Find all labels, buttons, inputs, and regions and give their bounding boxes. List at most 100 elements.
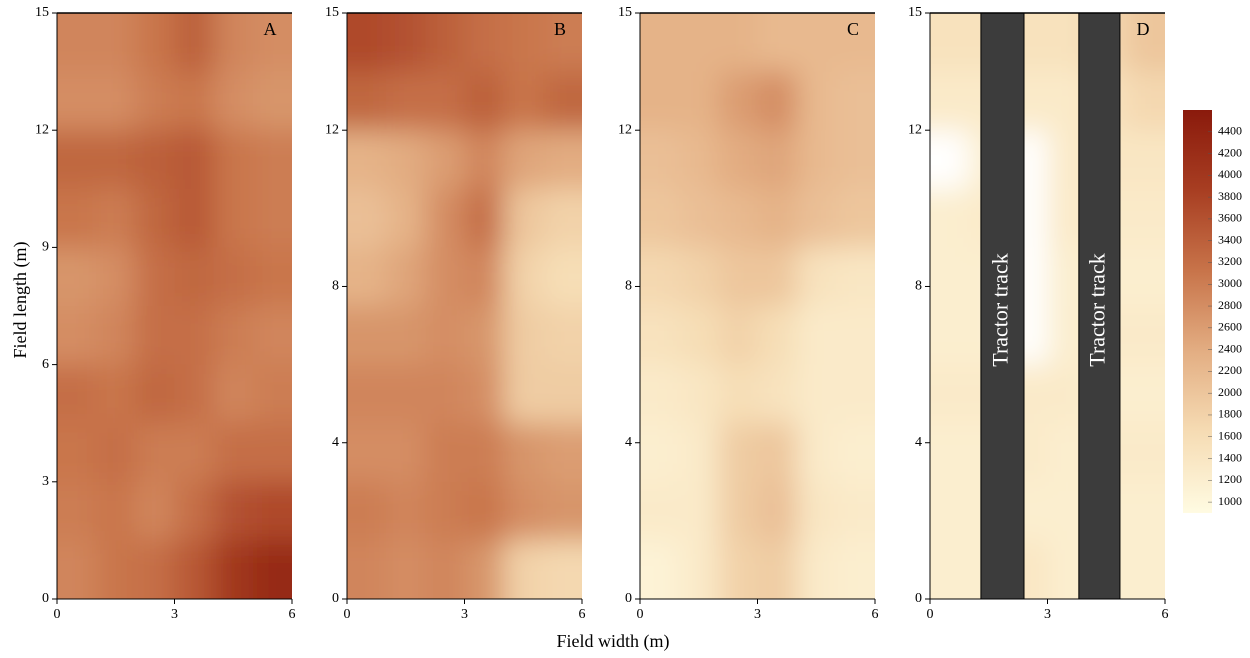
heat-cell xyxy=(174,188,215,248)
heat-cell xyxy=(425,188,465,248)
heat-cell xyxy=(252,423,292,483)
heat-cell xyxy=(835,13,875,73)
heat-cell xyxy=(57,364,97,424)
heat-cell xyxy=(640,540,680,599)
x-tick-label: 3 xyxy=(171,607,178,622)
heat-cell xyxy=(386,540,426,599)
heat-cell xyxy=(542,71,582,131)
heat-cell xyxy=(835,540,875,599)
heat-cell xyxy=(57,130,97,190)
heat-cell xyxy=(174,364,215,424)
heat-field xyxy=(640,13,875,599)
heat-cell xyxy=(174,71,215,131)
heat-cell xyxy=(96,540,136,599)
heat-cell xyxy=(135,306,175,366)
heat-cell xyxy=(679,364,719,424)
heat-cell xyxy=(503,423,544,483)
y-tick-label: 12 xyxy=(35,122,49,137)
heat-cell xyxy=(796,13,837,73)
heat-cell xyxy=(640,130,680,190)
heat-cell xyxy=(174,540,215,599)
heat-cell xyxy=(930,481,970,541)
x-tick-label: 6 xyxy=(1162,607,1169,622)
heat-cell xyxy=(679,481,719,541)
x-tick-label: 6 xyxy=(579,607,586,622)
y-tick-label: 15 xyxy=(908,5,922,20)
heat-cell xyxy=(640,481,680,541)
heat-cell xyxy=(718,540,758,599)
heat-cell xyxy=(542,540,582,599)
heat-cell xyxy=(542,481,582,541)
heat-cell xyxy=(757,188,798,248)
track-label: Tractor track xyxy=(988,253,1013,366)
heat-cell xyxy=(135,364,175,424)
colorbar-tick-label: 3000 xyxy=(1218,276,1242,290)
heat-cell xyxy=(252,188,292,248)
plot-area xyxy=(640,13,875,599)
heat-cell xyxy=(1125,130,1165,190)
heat-cell xyxy=(640,188,680,248)
y-tick-label: 6 xyxy=(42,357,49,372)
heat-cell xyxy=(640,13,680,73)
heat-cell xyxy=(464,130,505,190)
heat-cell xyxy=(679,13,719,73)
heat-cell xyxy=(835,481,875,541)
panel-label: D xyxy=(1137,19,1150,39)
heat-cell xyxy=(386,188,426,248)
heat-cell xyxy=(252,71,292,131)
colorbar-tick-label: 3600 xyxy=(1218,211,1242,225)
colorbar xyxy=(1183,110,1212,513)
heat-cell xyxy=(135,481,175,541)
heat-cell xyxy=(425,481,465,541)
heat-cell xyxy=(464,188,505,248)
heat-cell xyxy=(96,71,136,131)
heat-cell xyxy=(503,130,544,190)
heat-cell xyxy=(96,481,136,541)
y-axis-label: Field length (m) xyxy=(10,242,31,359)
heat-cell xyxy=(1125,423,1165,483)
track-label: Tractor track xyxy=(1084,253,1109,366)
heat-cell xyxy=(835,71,875,131)
heat-field xyxy=(930,13,1165,599)
colorbar-tick-label: 4000 xyxy=(1218,167,1242,181)
plot-area xyxy=(930,13,1165,599)
heat-cell xyxy=(425,306,465,366)
heat-cell xyxy=(464,540,505,599)
colorbar-tick-label: 4200 xyxy=(1218,145,1242,159)
y-tick-label: 0 xyxy=(625,591,632,606)
heat-cell xyxy=(425,423,465,483)
heat-cell xyxy=(542,130,582,190)
colorbar-tick-label: 2000 xyxy=(1218,385,1242,399)
colorbar-tick-label: 3800 xyxy=(1218,189,1242,203)
heat-cell xyxy=(796,481,837,541)
y-tick-label: 4 xyxy=(625,435,632,450)
heat-cell xyxy=(57,188,97,248)
heat-cell xyxy=(57,71,97,131)
heat-cell xyxy=(1125,247,1165,307)
heat-cell xyxy=(135,423,175,483)
heat-cell xyxy=(386,71,426,131)
heat-cell xyxy=(542,423,582,483)
heat-cell xyxy=(464,306,505,366)
heat-cell xyxy=(213,481,254,541)
heat-cell xyxy=(757,71,798,131)
heat-cell xyxy=(1125,188,1165,248)
heat-cell xyxy=(213,306,254,366)
y-tick-label: 15 xyxy=(325,5,339,20)
heat-cell xyxy=(386,306,426,366)
heat-cell xyxy=(57,423,97,483)
heat-cell xyxy=(252,364,292,424)
heat-cell xyxy=(425,71,465,131)
heat-cell xyxy=(464,13,505,73)
y-tick-label: 12 xyxy=(908,122,922,137)
x-axis-label: Field width (m) xyxy=(557,631,670,652)
heat-cell xyxy=(835,247,875,307)
heat-cell xyxy=(347,540,387,599)
heat-cell xyxy=(640,247,680,307)
heat-cell xyxy=(135,247,175,307)
heat-cell xyxy=(930,306,970,366)
heat-cell xyxy=(252,130,292,190)
heat-cell xyxy=(757,247,798,307)
heat-cell xyxy=(96,423,136,483)
heat-cell xyxy=(796,188,837,248)
